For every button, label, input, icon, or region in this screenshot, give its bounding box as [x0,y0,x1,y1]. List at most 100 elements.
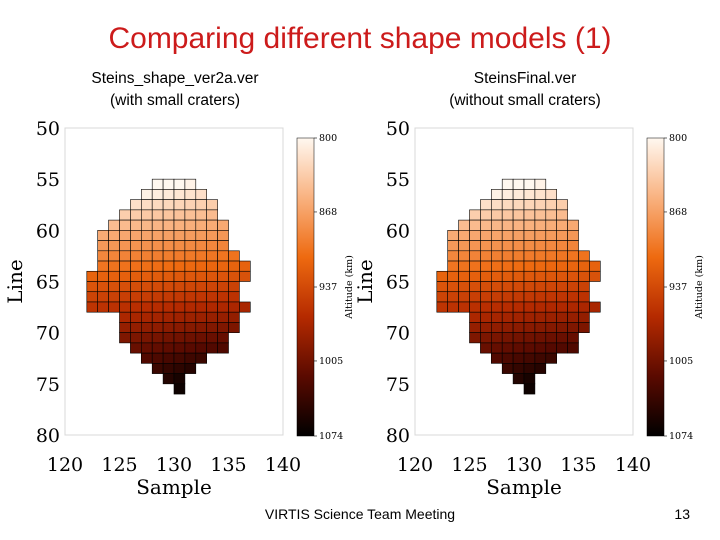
heatmap-cell [534,322,547,333]
heatmap-cell [534,250,547,262]
heatmap-cell [151,301,164,313]
heatmap-cell [195,332,208,344]
y-tick-label-right: 60 [386,220,410,242]
heatmap-cell [173,209,186,221]
heatmap-cell [567,281,579,293]
heatmap-cell [512,270,525,282]
heatmap-cell [556,270,568,282]
heatmap-cell [567,301,579,313]
heatmap-cell [162,178,175,190]
heatmap-cell [556,311,568,323]
heatmap-cell [480,301,492,313]
heatmap-cell [184,322,197,333]
heatmap-cells-left [86,178,251,395]
heatmap-cell [195,240,208,252]
heatmap-cell [567,219,579,231]
colorbar-tick-label-left: 800 [319,133,337,144]
heatmap-cell [108,301,120,313]
heatmap-cell [523,363,536,374]
heatmap-cell [151,250,164,262]
heatmap-cell [512,250,525,262]
heatmap-cell [162,230,175,241]
heatmap-cell [108,281,120,293]
heatmap-cell [567,291,579,303]
heatmap-cell [228,311,240,323]
heatmap-cell [523,209,536,221]
heatmap-cell [501,291,514,303]
heatmap-cell [184,199,197,211]
heatmap-cell [578,311,590,323]
heatmap-cell [567,230,579,241]
heatmap-cell [512,230,525,241]
heatmap-cell [545,311,557,323]
heatmap-cell [447,240,459,252]
x-tick-label-left: 130 [156,454,192,476]
heatmap-cell [162,260,175,272]
heatmap-cell [501,311,514,323]
heatmap-cell [141,322,153,333]
heatmap-cell [567,342,579,354]
heatmap-cell [151,342,164,354]
heatmap-cell [534,260,547,272]
heatmap-cell [556,260,568,272]
heatmap-cell [534,281,547,293]
colorbar-tick-label-left: 868 [319,207,337,218]
heatmap-cell [512,311,525,323]
heatmap-cell [141,291,153,303]
heatmap-cell [545,230,557,241]
heatmap-cell [173,240,186,252]
heatmap-cell [501,219,514,231]
heatmap-cell [162,322,175,333]
heatmap-cell [490,250,503,262]
heatmap-cell [184,219,197,231]
heatmap-cell [523,342,536,354]
panel-right-subtitle-line2: (without small craters) [449,92,601,109]
heatmap-cell [151,178,164,190]
heatmap-cell [130,322,142,333]
footer-meeting-name: VIRTIS Science Team Meeting [264,506,456,522]
colorbar-right [646,137,665,437]
heatmap-cell [523,178,536,190]
heatmap-cell [545,189,557,200]
heatmap-cell [97,301,109,313]
heatmap-cell [195,311,208,323]
heatmap-cell [469,301,481,313]
heatmap-cell [184,363,197,374]
heatmap-cell [545,219,557,231]
heatmap-cell [195,209,208,221]
heatmap-cell [469,322,481,333]
heatmap-cell [97,260,109,272]
heatmap-cell [97,250,109,262]
heatmap-cell [556,209,568,221]
heatmap-cell [162,342,175,354]
heatmap-cell [119,270,131,282]
heatmap-cell [490,260,503,272]
heatmap-cell [173,373,186,385]
heatmap-cell [130,291,142,303]
heatmap-cell [141,342,153,354]
heatmap-cell [228,260,240,272]
heatmap-cell [108,260,120,272]
y-axis-label-left: Line [3,259,27,303]
colorbar-tick-label-left: 937 [319,282,337,293]
heatmap-cell [458,219,470,231]
heatmap-cell [469,230,481,241]
heatmap-cell [556,342,568,354]
heatmap-cell [151,291,164,303]
heatmap-cell [534,199,547,211]
heatmap-cell [480,230,492,241]
heatmap-cell [141,219,153,231]
heatmap-cell [141,260,153,272]
heatmap-cell [490,230,503,241]
heatmap-cell [141,250,153,262]
heatmap-cell [480,250,492,262]
heatmap-cell [490,342,503,354]
heatmap-cell [195,322,208,333]
heatmap-cell [217,311,229,323]
heatmap-cell [469,260,481,272]
heatmap-cell [567,322,579,333]
y-tick-label-left: 55 [36,169,60,191]
heatmap-cell [184,189,197,200]
heatmap-cell [545,342,557,354]
heatmap-cell [567,240,579,252]
